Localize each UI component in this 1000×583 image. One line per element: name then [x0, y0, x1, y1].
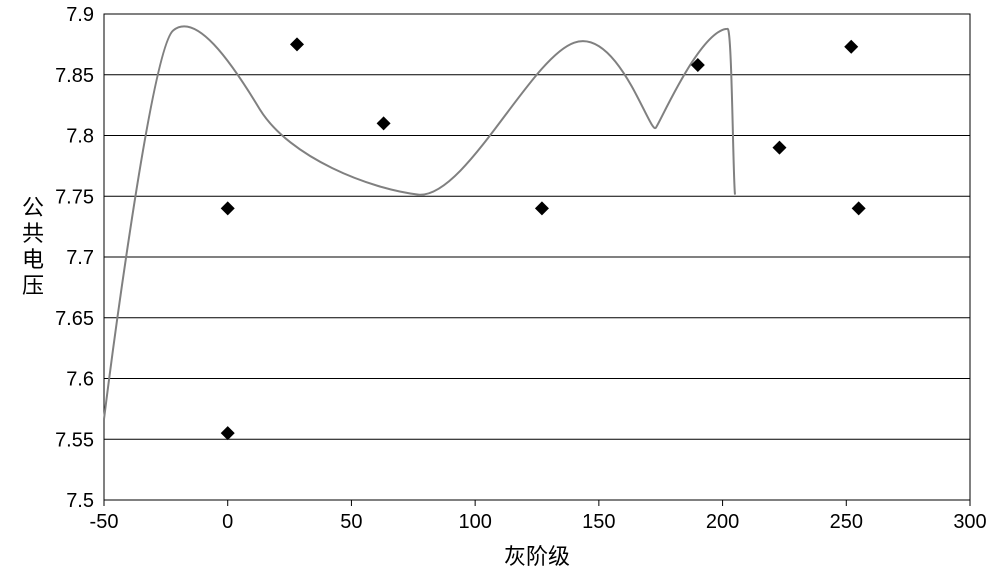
data-marker-extra [221, 201, 235, 215]
y-tick-label: 7.5 [66, 490, 94, 512]
y-tick-label: 7.75 [55, 186, 94, 208]
series-line [104, 26, 735, 419]
x-tick-label: 250 [830, 511, 863, 533]
x-tick-label: 150 [582, 511, 615, 533]
y-tick-label: 7.85 [55, 65, 94, 87]
y-axis-title: 公共电压 [22, 195, 44, 298]
y-tick-label: 7.65 [55, 308, 94, 330]
x-tick-label: 50 [340, 511, 362, 533]
x-tick-label: 100 [458, 511, 491, 533]
x-tick-label: 300 [953, 511, 986, 533]
chart-svg: 7.5 7.55 7.6 7.65 7.7 7.75 7.8 7.85 7.9 -50 0 50 100… [0, 0, 1000, 583]
data-marker [844, 40, 858, 54]
x-tick-label: 200 [706, 511, 739, 533]
x-axis-title: 灰阶级 [504, 544, 570, 569]
x-tick-label: -50 [90, 511, 119, 533]
chart-container: 7.5 7.55 7.6 7.65 7.7 7.75 7.8 7.85 7.9 -50 0 50 100… [0, 0, 1000, 583]
y-tick-label: 7.8 [66, 126, 94, 148]
y-tick-label: 7.55 [55, 429, 94, 451]
data-marker [852, 201, 866, 215]
data-marker [535, 201, 549, 215]
y-tick-label: 7.6 [66, 369, 94, 391]
y-tick-label: 7.9 [66, 4, 94, 26]
data-marker [221, 426, 235, 440]
y-tick-label: 7.7 [66, 247, 94, 269]
data-marker [290, 37, 304, 51]
x-tick-label: 0 [222, 511, 233, 533]
data-marker [377, 116, 391, 130]
data-marker [772, 141, 786, 155]
